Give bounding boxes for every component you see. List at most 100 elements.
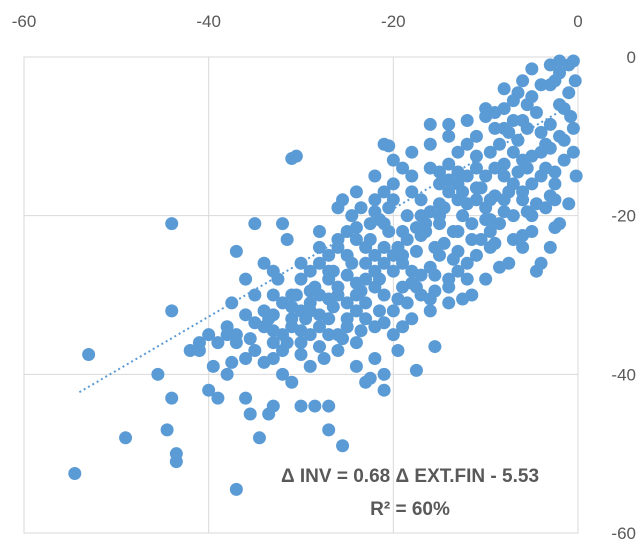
data-point [382,139,396,153]
data-point [340,296,354,310]
data-point [396,225,410,239]
data-point [520,98,534,112]
data-point [386,177,400,191]
data-point [460,256,474,270]
y-tick-label: -20 [611,207,636,226]
data-point [276,217,290,231]
data-point [497,121,511,135]
data-point [442,296,456,310]
data-point [239,391,253,405]
data-point [442,185,456,199]
data-point [165,217,179,231]
data-point [562,58,576,72]
data-point [266,308,280,322]
data-point [229,244,243,258]
data-point [349,221,363,235]
data-point [239,272,253,286]
data-point [257,256,271,270]
data-point [479,213,493,227]
data-point [248,316,262,330]
data-point [534,125,548,139]
data-point [428,268,442,282]
data-point [363,371,377,385]
data-point [433,209,446,223]
data-point [349,336,363,350]
data-point [460,272,474,286]
data-point [564,110,578,123]
data-point [423,137,437,151]
data-point [409,244,423,258]
data-point [493,137,507,151]
data-point [322,423,336,437]
data-point [303,359,317,373]
data-point [396,248,410,262]
data-point [119,431,133,445]
data-point [266,288,280,302]
data-point [414,229,428,242]
x-tick-label: -60 [12,12,37,31]
data-point [568,74,582,88]
regression-equation: Δ INV = 0.68 Δ EXT.FIN - 5.53 [281,466,539,487]
data-point [451,165,465,179]
data-point [493,260,507,274]
y-tick-label: -60 [611,524,636,543]
data-point [506,94,520,108]
data-point [497,169,511,183]
data-point [359,256,373,270]
data-point [442,157,456,171]
data-point [285,375,299,389]
data-point [456,292,470,306]
data-point [220,320,234,334]
data-point [409,363,423,377]
data-point [294,399,308,413]
data-point [391,292,405,306]
data-point [553,217,567,231]
data-point [192,336,206,350]
data-point [285,300,299,314]
data-point [368,169,382,183]
data-point [303,284,317,298]
data-point [271,272,285,286]
x-tick-label: -40 [196,12,221,31]
data-point [543,240,557,254]
data-point [386,328,400,342]
data-point [451,225,465,239]
data-point [488,121,502,135]
data-point [322,248,336,262]
data-point [557,153,571,167]
data-point [252,431,266,445]
data-point [405,185,419,199]
data-point [312,256,326,270]
data-point [229,482,243,496]
data-point [331,288,345,302]
data-point [469,193,483,207]
data-point [525,225,539,239]
data-point [266,399,280,413]
data-point [322,328,336,342]
data-point [312,320,326,334]
data-point [169,455,183,469]
data-point [405,312,419,326]
x-tick-label: -20 [381,12,406,31]
data-point [359,296,373,310]
data-point [377,383,391,397]
data-point [525,177,539,191]
data-point [502,185,516,199]
y-tick-label: -40 [611,365,636,384]
data-point [562,197,576,211]
data-point [354,201,368,215]
data-point [396,320,410,334]
data-point [423,292,437,306]
data-point [423,304,437,318]
data-point [516,74,530,88]
data-point [405,145,419,159]
data-point [460,137,474,151]
data-point [368,264,382,278]
data-point [220,367,234,381]
data-point [433,248,446,262]
data-point [82,348,96,361]
data-point [165,391,179,405]
data-point [68,467,82,480]
data-point [368,193,382,207]
data-point [506,232,520,246]
